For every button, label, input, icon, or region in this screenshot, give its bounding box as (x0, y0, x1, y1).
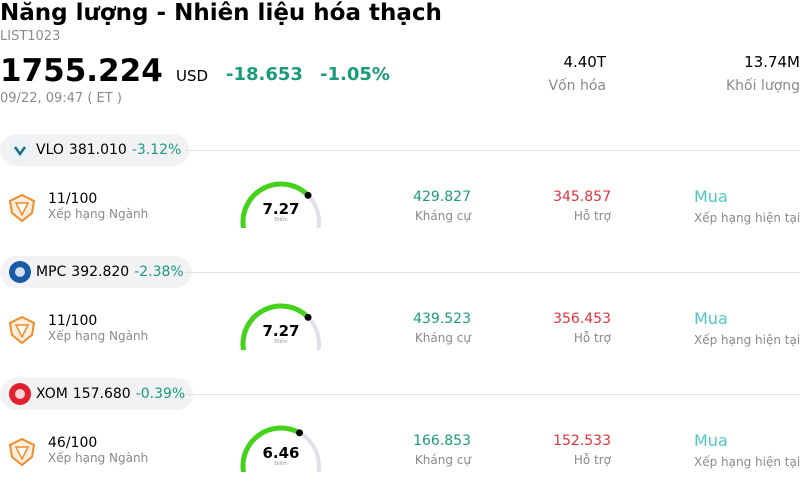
rating: Mua (694, 309, 728, 328)
ticker: MPC (36, 264, 67, 280)
change-pct: -1.05% (320, 64, 390, 85)
stock-price: 381.010 (68, 142, 127, 158)
score-label: Điểm (274, 339, 288, 345)
support-label: Hỗ trợ (573, 331, 611, 345)
shield-inner (14, 202, 30, 217)
divider (185, 150, 800, 151)
logo-mark (15, 267, 25, 277)
support-label: Hỗ trợ (573, 209, 611, 223)
stock-price: 157.680 (72, 386, 131, 402)
rank: 11/100 (48, 191, 98, 207)
score-label: Điểm (274, 461, 288, 467)
rating: Mua (694, 187, 728, 206)
rank: 46/100 (48, 435, 98, 451)
resistance-label: Kháng cự (414, 453, 471, 467)
rating: Mua (694, 431, 728, 450)
score-gauge (240, 303, 321, 350)
market-cap: 4.40T (563, 53, 606, 71)
ticker: VLO (36, 142, 64, 158)
rating-label: Xếp hạng hiện tại (694, 211, 800, 225)
gauge-dot (296, 429, 304, 437)
gauge-dot (304, 191, 312, 199)
rank-icon (8, 315, 36, 345)
rank: 11/100 (48, 313, 98, 329)
divider (185, 394, 800, 395)
score-gauge (240, 181, 321, 228)
support: 345.857 (553, 189, 611, 205)
resistance-label: Kháng cự (414, 331, 471, 345)
change: -18.653 (226, 64, 303, 85)
stock-change: -2.38% (134, 264, 184, 280)
stock-pill: XOM 157.680 -0.39% (0, 378, 194, 410)
volume: 13.74M (744, 53, 800, 71)
support: 152.533 (553, 433, 611, 449)
rating-label: Xếp hạng hiện tại (694, 333, 800, 347)
divider (185, 272, 800, 273)
gauge-dot (304, 313, 312, 321)
resistance: 439.523 (413, 311, 471, 327)
rank-icon (8, 193, 36, 223)
support-label: Hỗ trợ (573, 453, 611, 467)
market-cap-label: Vốn hóa (548, 78, 606, 94)
logo-circle (9, 139, 31, 161)
rank-label: Xếp hạng Ngành (48, 207, 149, 221)
ticker: XOM (36, 386, 68, 402)
volume-label: Khối lượng (726, 78, 800, 94)
stock-logo (9, 139, 31, 161)
stock-change: -0.39% (135, 386, 186, 402)
stock-pill: VLO 381.010 -3.12% (0, 134, 190, 166)
rank-label: Xếp hạng Ngành (48, 451, 149, 465)
shield-inner (14, 446, 30, 461)
price: 1755.224 (0, 53, 163, 89)
stock-logo (9, 383, 31, 405)
rank-label: Xếp hạng Ngành (48, 329, 149, 343)
rating-label: Xếp hạng hiện tại (694, 455, 800, 469)
shield-inner (14, 324, 30, 339)
stock-price: 392.820 (71, 264, 130, 280)
code: LIST1023 (0, 29, 61, 44)
currency: USD (176, 67, 209, 85)
stock-logo (9, 261, 31, 283)
support: 356.453 (553, 311, 611, 327)
stock-change: -3.12% (131, 142, 182, 158)
gauge-value (240, 181, 311, 228)
score: 7.27 (262, 322, 300, 340)
score: 6.46 (262, 444, 300, 462)
resistance: 429.827 (413, 189, 471, 205)
logo-mark (15, 389, 25, 399)
resistance-label: Kháng cự (414, 209, 471, 223)
logo-mark (13, 146, 27, 157)
score-label: Điểm (274, 217, 288, 223)
score: 7.27 (262, 200, 300, 218)
gauge-value (240, 425, 303, 472)
rank-icon (8, 437, 36, 467)
title: Năng lượng - Nhiên liệu hóa thạch (0, 0, 442, 26)
resistance: 166.853 (413, 433, 471, 449)
score-gauge (240, 425, 321, 472)
stock-pill: MPC 392.820 -2.38% (0, 256, 192, 288)
time: 09/22, 09:47 ( ET ) (0, 91, 122, 106)
gauge-value (240, 303, 311, 350)
